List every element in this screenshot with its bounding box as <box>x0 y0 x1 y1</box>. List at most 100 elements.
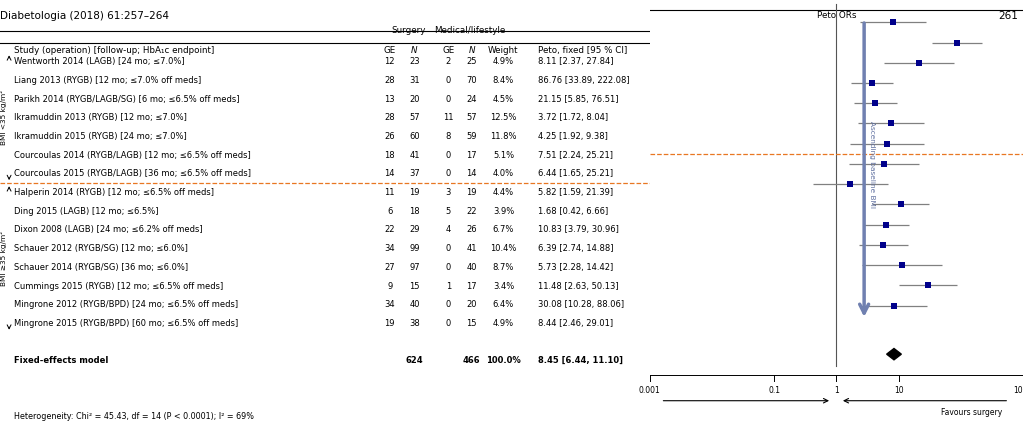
Polygon shape <box>887 348 901 360</box>
Text: 8.4%: 8.4% <box>493 76 515 85</box>
Text: 30.08 [10.28, 88.06]: 30.08 [10.28, 88.06] <box>538 300 624 309</box>
Text: 40: 40 <box>409 300 419 309</box>
Text: 37: 37 <box>409 169 419 178</box>
Text: 466: 466 <box>462 356 481 366</box>
Text: 0.1: 0.1 <box>768 386 781 395</box>
Text: 23: 23 <box>409 57 419 66</box>
Text: 18: 18 <box>385 150 395 160</box>
Text: 20: 20 <box>409 94 419 104</box>
Text: 1: 1 <box>446 281 451 291</box>
Text: 3.4%: 3.4% <box>493 281 515 291</box>
Text: 7.51 [2.24, 25.21]: 7.51 [2.24, 25.21] <box>538 150 613 160</box>
Text: Halperin 2014 (RYGB) [12 mo; ≤6.5% off meds]: Halperin 2014 (RYGB) [12 mo; ≤6.5% off m… <box>14 188 214 197</box>
Text: 6.7%: 6.7% <box>493 225 515 235</box>
Text: BMI ≥35 kg/m²: BMI ≥35 kg/m² <box>0 230 7 286</box>
Text: 86.76 [33.89, 222.08]: 86.76 [33.89, 222.08] <box>538 76 629 85</box>
Text: 26: 26 <box>385 132 395 141</box>
Text: 21.15 [5.85, 76.51]: 21.15 [5.85, 76.51] <box>538 94 618 104</box>
Text: 24: 24 <box>466 94 477 104</box>
Text: Courcoulas 2015 (RYGB/LAGB) [36 mo; ≤6.5% off meds]: Courcoulas 2015 (RYGB/LAGB) [36 mo; ≤6.5… <box>14 169 252 178</box>
Text: 1: 1 <box>834 386 839 395</box>
Text: 9: 9 <box>387 281 393 291</box>
Text: Surgery: Surgery <box>392 26 426 35</box>
Text: 100.0%: 100.0% <box>486 356 521 366</box>
Text: 11: 11 <box>385 188 395 197</box>
Text: 8.11 [2.37, 27.84]: 8.11 [2.37, 27.84] <box>538 57 614 66</box>
Text: 41: 41 <box>409 150 419 160</box>
Text: 97: 97 <box>409 263 419 272</box>
Text: Heterogeneity: Chi² = 45.43, df = 14 (P < 0.0001); I² = 69%: Heterogeneity: Chi² = 45.43, df = 14 (P … <box>14 411 255 421</box>
Text: Schauer 2014 (RYGB/SG) [36 mo; ≤6.0%]: Schauer 2014 (RYGB/SG) [36 mo; ≤6.0%] <box>14 263 188 272</box>
Text: 0: 0 <box>446 94 451 104</box>
Text: 28: 28 <box>385 76 395 85</box>
Text: Cummings 2015 (RYGB) [12 mo; ≤6.5% off meds]: Cummings 2015 (RYGB) [12 mo; ≤6.5% off m… <box>14 281 224 291</box>
Text: 0: 0 <box>446 300 451 309</box>
Text: 12: 12 <box>385 57 395 66</box>
Text: 8: 8 <box>446 132 451 141</box>
Text: Peto, fixed [95 % CI]: Peto, fixed [95 % CI] <box>538 46 627 55</box>
Text: 3.9%: 3.9% <box>493 207 515 216</box>
Text: 40: 40 <box>466 263 477 272</box>
Text: 10: 10 <box>894 386 903 395</box>
Text: 5.82 [1.59, 21.39]: 5.82 [1.59, 21.39] <box>538 188 613 197</box>
Text: Courcoulas 2014 (RYGB/LAGB) [12 mo; ≤6.5% off meds]: Courcoulas 2014 (RYGB/LAGB) [12 mo; ≤6.5… <box>14 150 251 160</box>
Text: 6.4%: 6.4% <box>493 300 515 309</box>
Text: 22: 22 <box>466 207 477 216</box>
Text: Parikh 2014 (RYGB/LAGB/SG) [6 mo; ≤6.5% off meds]: Parikh 2014 (RYGB/LAGB/SG) [6 mo; ≤6.5% … <box>14 94 239 104</box>
Text: 0: 0 <box>446 76 451 85</box>
Text: 1000: 1000 <box>1014 386 1023 395</box>
Text: 8.45 [6.44, 11.10]: 8.45 [6.44, 11.10] <box>538 356 623 366</box>
Text: 2: 2 <box>446 57 451 66</box>
Text: Liang 2013 (RYGB) [12 mo; ≤7.0% off meds]: Liang 2013 (RYGB) [12 mo; ≤7.0% off meds… <box>14 76 202 85</box>
Text: 3: 3 <box>446 188 451 197</box>
Text: 18: 18 <box>409 207 419 216</box>
Text: 57: 57 <box>466 113 477 122</box>
Text: 27: 27 <box>385 263 395 272</box>
Text: GE: GE <box>442 46 454 55</box>
Text: 0: 0 <box>446 169 451 178</box>
Text: 12.5%: 12.5% <box>490 113 517 122</box>
Text: Medical/lifestyle: Medical/lifestyle <box>434 26 505 35</box>
Text: 624: 624 <box>406 356 424 366</box>
Text: Ding 2015 (LAGB) [12 mo; ≤6.5%]: Ding 2015 (LAGB) [12 mo; ≤6.5%] <box>14 207 159 216</box>
Text: N: N <box>411 46 417 55</box>
Text: Peto ORs: Peto ORs <box>816 11 856 20</box>
Text: 14: 14 <box>466 169 477 178</box>
Text: 11: 11 <box>443 113 453 122</box>
Text: Ascending baseline BMI: Ascending baseline BMI <box>870 121 876 208</box>
Text: Schauer 2012 (RYGB/SG) [12 mo; ≤6.0%]: Schauer 2012 (RYGB/SG) [12 mo; ≤6.0%] <box>14 244 188 253</box>
Text: Weight: Weight <box>488 46 519 55</box>
Text: 17: 17 <box>466 281 477 291</box>
Text: 25: 25 <box>466 57 477 66</box>
Text: 26: 26 <box>466 225 477 235</box>
Text: 14: 14 <box>385 169 395 178</box>
Text: 59: 59 <box>466 132 477 141</box>
Text: 4.9%: 4.9% <box>493 319 514 328</box>
Text: 20: 20 <box>466 300 477 309</box>
Text: 38: 38 <box>409 319 419 328</box>
Text: 99: 99 <box>409 244 419 253</box>
Text: N: N <box>469 46 475 55</box>
Text: 6: 6 <box>387 207 393 216</box>
Text: 41: 41 <box>466 244 477 253</box>
Text: 4: 4 <box>446 225 451 235</box>
Text: 5.1%: 5.1% <box>493 150 514 160</box>
Text: 8.7%: 8.7% <box>493 263 515 272</box>
Text: 0: 0 <box>446 244 451 253</box>
Text: 6.44 [1.65, 25.21]: 6.44 [1.65, 25.21] <box>538 169 613 178</box>
Text: 0.001: 0.001 <box>638 386 661 395</box>
Text: 29: 29 <box>409 225 419 235</box>
Text: Wentworth 2014 (LAGB) [24 mo; ≤7.0%]: Wentworth 2014 (LAGB) [24 mo; ≤7.0%] <box>14 57 185 66</box>
Text: 19: 19 <box>466 188 477 197</box>
Text: 34: 34 <box>385 244 395 253</box>
Text: 4.4%: 4.4% <box>493 188 514 197</box>
Text: 15: 15 <box>466 319 477 328</box>
Text: Ikramuddin 2013 (RYGB) [12 mo; ≤7.0%]: Ikramuddin 2013 (RYGB) [12 mo; ≤7.0%] <box>14 113 187 122</box>
Text: 4.9%: 4.9% <box>493 57 514 66</box>
Text: 8.44 [2.46, 29.01]: 8.44 [2.46, 29.01] <box>538 319 613 328</box>
Text: 22: 22 <box>385 225 395 235</box>
Text: GE: GE <box>384 46 396 55</box>
Text: 4.5%: 4.5% <box>493 94 514 104</box>
Text: 11.8%: 11.8% <box>490 132 517 141</box>
Text: 60: 60 <box>409 132 419 141</box>
